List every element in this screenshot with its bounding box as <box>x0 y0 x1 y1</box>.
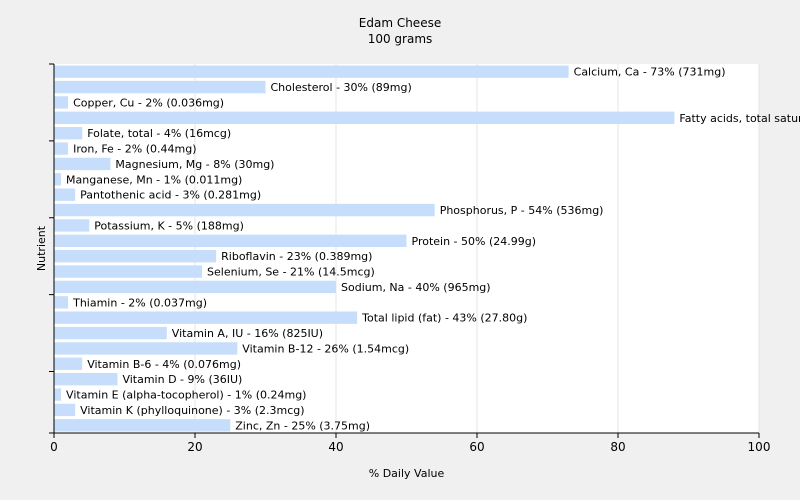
bar <box>54 157 111 171</box>
bar <box>54 357 83 370</box>
y-axis-title: Nutrient <box>35 225 48 271</box>
bar-label: Thiamin - 2% (0.037mg) <box>72 296 207 309</box>
bar <box>54 65 569 78</box>
bar <box>54 203 435 217</box>
bar-label: Potassium, K - 5% (188mg) <box>94 219 244 232</box>
bar <box>54 111 675 124</box>
x-tick-label: 100 <box>748 440 771 454</box>
plot-area <box>54 64 759 433</box>
x-axis-title: % Daily Value <box>369 467 445 480</box>
bar-label: Magnesium, Mg - 8% (30mg) <box>115 158 274 171</box>
bar <box>54 388 62 401</box>
bars <box>54 65 675 432</box>
bar <box>54 265 203 278</box>
bar-label: Vitamin A, IU - 16% (825IU) <box>172 327 323 340</box>
bar <box>54 173 62 186</box>
bar-label: Folate, total - 4% (16mcg) <box>87 127 231 140</box>
bar <box>54 373 118 386</box>
bar-label: Sodium, Na - 40% (965mg) <box>341 281 491 294</box>
chart-subtitle: 100 grams <box>367 32 433 46</box>
bar-label: Vitamin B-6 - 4% (0.076mg) <box>87 358 241 371</box>
bar-label: Vitamin B-12 - 26% (1.54mcg) <box>242 342 409 355</box>
x-tick-label: 80 <box>610 440 625 454</box>
bar-label: Manganese, Mn - 1% (0.011mg) <box>66 173 242 186</box>
bar <box>54 342 238 355</box>
bar-label: Fatty acids, total saturated - 88% (17.5… <box>679 112 800 125</box>
bar-label: Vitamin D - 9% (36IU) <box>122 373 242 386</box>
bar <box>54 326 167 340</box>
x-tick-label: 60 <box>469 440 484 454</box>
bar-label: Selenium, Se - 21% (14.5mcg) <box>207 266 375 279</box>
bar <box>54 419 231 432</box>
bar <box>54 296 69 309</box>
bar <box>54 280 336 294</box>
axes: 0 20 40 60 80 100 % Daily Value Nutrient <box>35 63 771 480</box>
bar <box>54 96 69 109</box>
bar-label: Phosphorus, P - 54% (536mg) <box>440 204 604 217</box>
bar-label: Zinc, Zn - 25% (3.75mg) <box>235 419 370 432</box>
bar-label: Calcium, Ca - 73% (731mg) <box>574 66 726 79</box>
bar <box>54 127 83 140</box>
x-tick-label: 40 <box>328 440 343 454</box>
bar-label: Cholesterol - 30% (89mg) <box>271 81 412 94</box>
x-tick-label: 20 <box>187 440 202 454</box>
bar-labels: Calcium, Ca - 73% (731mg) Cholesterol - 3… <box>66 66 800 433</box>
bar-label: Vitamin E (alpha-tocopherol) - 1% (0.24m… <box>66 389 306 402</box>
bar <box>54 142 69 155</box>
bar-label: Total lipid (fat) - 43% (27.80g) <box>361 312 527 325</box>
chart-title: Edam Cheese <box>358 16 442 30</box>
bar <box>54 403 76 417</box>
bar <box>54 234 407 247</box>
bar <box>54 311 358 324</box>
bar <box>54 188 76 201</box>
bar-label: Pantothenic acid - 3% (0.281mg) <box>80 189 261 202</box>
bar-label: Vitamin K (phylloquinone) - 3% (2.3mcg) <box>80 404 304 417</box>
x-tick-label: 0 <box>50 440 58 454</box>
bar-label: Riboflavin - 23% (0.389mg) <box>221 250 372 263</box>
bar <box>54 250 217 263</box>
bar <box>54 80 266 94</box>
bar-label: Iron, Fe - 2% (0.44mg) <box>73 143 196 156</box>
bar-label: Copper, Cu - 2% (0.036mg) <box>73 96 224 109</box>
grid-lines <box>194 64 760 433</box>
bar-label: Protein - 50% (24.99g) <box>412 235 537 248</box>
bar <box>54 219 90 232</box>
